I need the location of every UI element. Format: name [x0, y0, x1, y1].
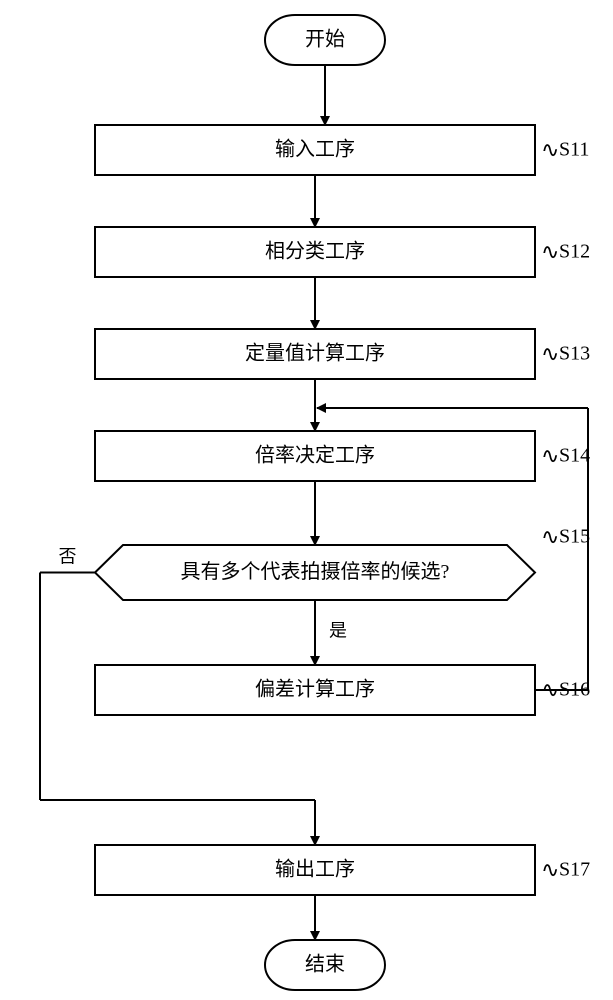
no-label: 否: [59, 547, 77, 567]
tag-connector-n5: ∿: [541, 524, 559, 549]
tag-connector-n3: ∿: [541, 341, 559, 366]
node-label-n2: 相分类工序: [265, 240, 365, 263]
node-n4: 倍率决定工序: [95, 431, 535, 481]
step-tag-S11: S11: [559, 139, 589, 161]
node-n5: 具有多个代表拍摄倍率的候选?: [95, 545, 535, 600]
node-label-start: 开始: [305, 28, 345, 51]
step-tag-S15: S15: [559, 526, 590, 548]
step-tag-S16: S16: [559, 679, 590, 701]
step-tag-S17: S17: [559, 859, 590, 881]
node-n3: 定量值计算工序: [95, 329, 535, 379]
node-label-n3: 定量值计算工序: [245, 342, 385, 365]
node-label-n6: 偏差计算工序: [255, 678, 375, 701]
tag-connector-n2: ∿: [541, 239, 559, 264]
node-label-n1: 输入工序: [275, 138, 355, 161]
node-label-n7: 输出工序: [275, 858, 355, 881]
node-n2: 相分类工序: [95, 227, 535, 277]
tag-connector-n7: ∿: [541, 857, 559, 882]
tag-connector-n4: ∿: [541, 443, 559, 468]
node-start: 开始: [265, 15, 385, 65]
node-end: 结束: [265, 940, 385, 990]
node-n1: 输入工序: [95, 125, 535, 175]
flowchart-canvas: 是否开始输入工序∿S11相分类工序∿S12定量值计算工序∿S13倍率决定工序∿S…: [0, 0, 613, 1000]
node-label-end: 结束: [305, 953, 345, 976]
step-tag-S14: S14: [559, 445, 590, 467]
node-n7: 输出工序: [95, 845, 535, 895]
node-label-n5: 具有多个代表拍摄倍率的候选?: [181, 560, 450, 583]
step-tag-S12: S12: [559, 241, 590, 263]
tag-connector-n1: ∿: [541, 137, 559, 162]
node-n6: 偏差计算工序: [95, 665, 535, 715]
step-tag-S13: S13: [559, 343, 590, 365]
node-label-n4: 倍率决定工序: [255, 444, 375, 467]
tag-connector-n6: ∿: [541, 677, 559, 702]
edge-label: 是: [329, 621, 347, 641]
